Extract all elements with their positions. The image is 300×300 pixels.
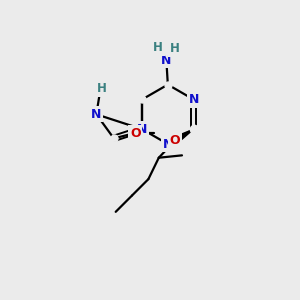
Text: N: N — [161, 54, 172, 67]
Text: N: N — [91, 108, 101, 121]
Text: H: H — [98, 82, 107, 95]
Text: H: H — [170, 42, 180, 56]
Text: N: N — [163, 138, 173, 151]
Text: N: N — [188, 93, 199, 106]
Text: O: O — [130, 127, 140, 140]
Text: H: H — [153, 41, 163, 54]
Text: O: O — [170, 134, 181, 147]
Polygon shape — [173, 129, 194, 143]
Text: N: N — [137, 123, 147, 136]
